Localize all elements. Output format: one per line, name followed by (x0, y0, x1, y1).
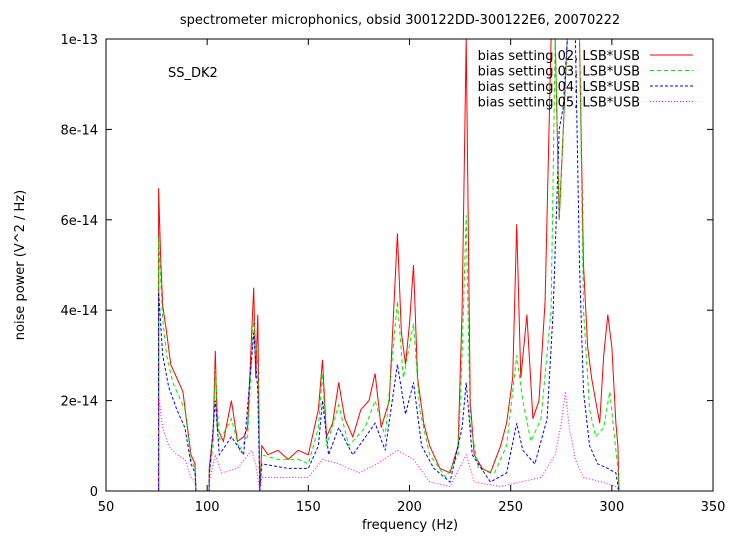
series-line-4 (158, 391, 620, 491)
x-tick-label: 150 (296, 500, 321, 515)
x-tick-label: 350 (701, 500, 726, 515)
legend-label: bias setting 05, LSB*USB (478, 96, 640, 111)
legend-label: bias setting 03, LSB*USB (478, 65, 640, 80)
x-tick-label: 50 (98, 500, 115, 515)
y-tick-label: 0 (90, 485, 98, 500)
y-tick-label: 6e-14 (60, 214, 98, 229)
series-line-3 (158, 39, 620, 491)
x-tick-label: 100 (195, 500, 220, 515)
y-tick-label: 8e-14 (60, 123, 98, 138)
y-axis-label: noise power (V^2 / Hz) (13, 190, 28, 340)
series-lines (158, 39, 620, 491)
plot-annotation: SS_DK2 (168, 66, 218, 81)
y-tick-label: 1e-13 (60, 33, 98, 48)
y-tick-label: 4e-14 (60, 304, 98, 319)
x-axis-label: frequency (Hz) (362, 518, 458, 533)
series-line-2 (158, 39, 620, 491)
x-tick-label: 250 (498, 500, 523, 515)
y-tick-label: 2e-14 (60, 395, 98, 410)
x-tick-label: 300 (599, 500, 624, 515)
x-tick-label: 200 (397, 500, 422, 515)
legend-label: bias setting 02, LSB*USB (478, 49, 640, 64)
legend-label: bias setting 04, LSB*USB (478, 80, 640, 95)
plot-area: 50 100 150 200 250 300 350 0 2e-14 4e-14 6e-14 8e-1… (60, 33, 725, 515)
chart-title: spectrometer microphonics, obsid 300122D… (180, 13, 620, 28)
